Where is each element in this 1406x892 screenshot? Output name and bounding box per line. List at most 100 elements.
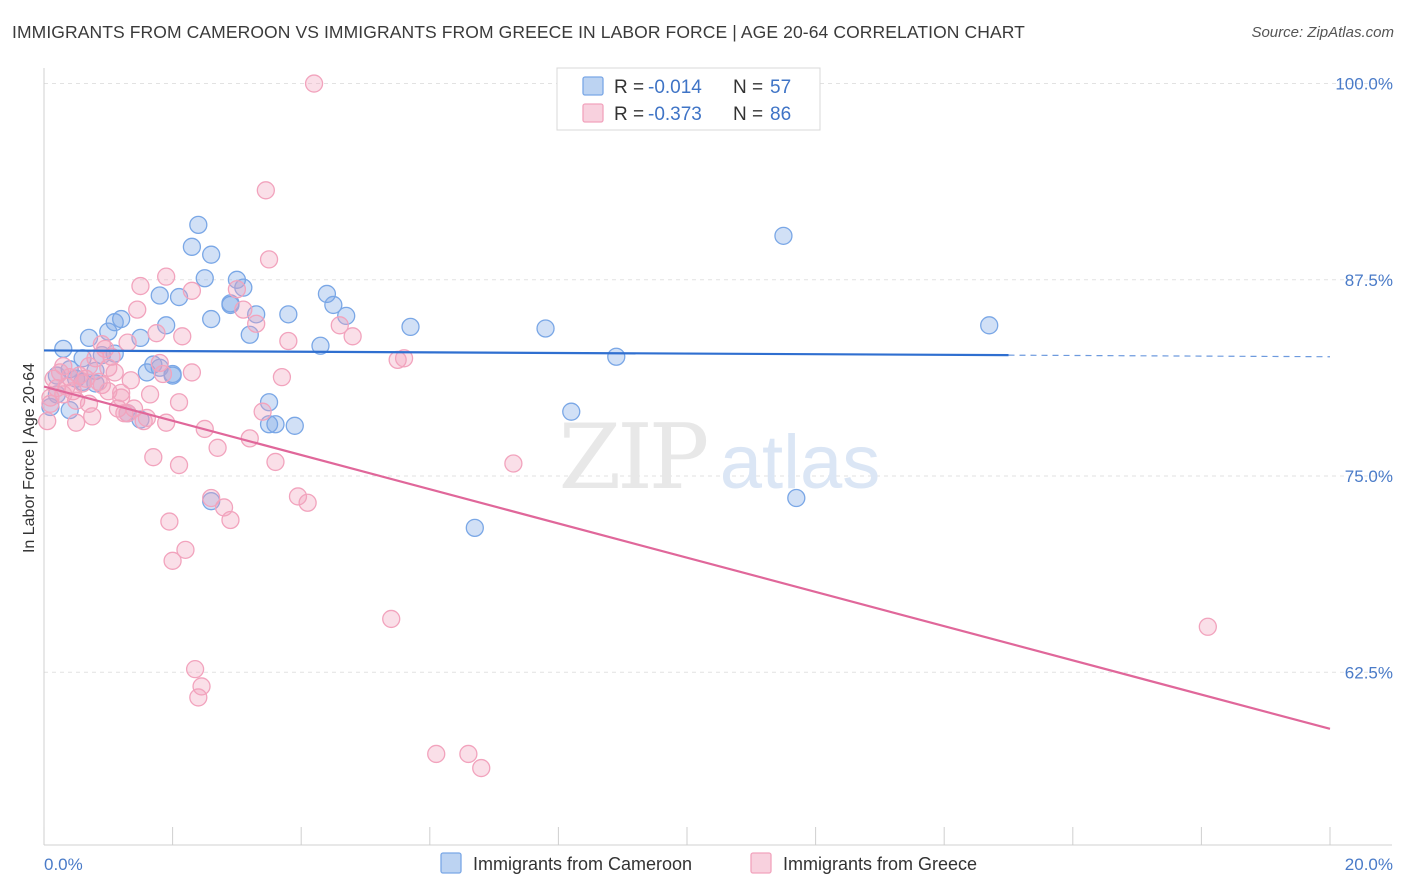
point-greece-62 <box>279 331 298 351</box>
watermark: ZIP atlas <box>559 405 881 510</box>
point-greece-54 <box>234 300 253 319</box>
point-greece-44 <box>182 363 202 382</box>
point-greece-27 <box>121 371 140 390</box>
point-greece-33 <box>140 385 160 404</box>
point-greece-84 <box>112 383 131 402</box>
point-greece-74 <box>504 454 523 473</box>
point-greece-35 <box>147 324 166 343</box>
point-greece-40 <box>163 551 182 570</box>
point-greece-42 <box>173 327 192 346</box>
point-greece-73 <box>472 758 491 778</box>
legend-n-value-cameroon: 57 <box>770 77 791 98</box>
point-cameroon-17 <box>150 286 169 305</box>
bottom-legend: Immigrants from Cameroon Immigrants from… <box>440 852 977 874</box>
point-cameroon-23 <box>189 215 208 235</box>
grid-lines <box>44 83 1392 673</box>
point-greece-34 <box>144 448 163 467</box>
point-cameroon-48 <box>774 226 793 245</box>
point-greece-53 <box>227 280 247 299</box>
point-cameroon-40 <box>317 284 337 304</box>
point-greece-15 <box>83 407 102 426</box>
point-cameroon-2 <box>54 339 73 359</box>
point-cameroon-44 <box>465 518 484 538</box>
legend-n-label-cameroon: N = <box>733 77 763 98</box>
point-greece-80 <box>79 356 99 376</box>
point-greece-41 <box>169 455 189 475</box>
y-tick-label-2: 75.0% <box>1345 467 1393 486</box>
point-cameroon-11 <box>112 309 131 329</box>
watermark-zip: ZIP <box>559 405 707 510</box>
y-tick-label-1: 87.5% <box>1345 271 1393 290</box>
point-greece-78 <box>67 413 86 432</box>
point-cameroon-50 <box>980 316 999 335</box>
legend-box: R = -0.014 N = 57 R = -0.373 N = 86 <box>556 67 821 131</box>
point-greece-49 <box>202 488 221 508</box>
point-greece-81 <box>54 356 73 376</box>
point-cameroon-35 <box>259 393 279 412</box>
point-cameroon-22 <box>182 237 202 256</box>
legend-swatch-cameroon <box>582 76 604 96</box>
legend-r-label-greece: R = <box>614 104 644 125</box>
point-cameroon-37 <box>279 305 298 324</box>
point-greece-52 <box>221 510 240 530</box>
point-cameroon-24 <box>195 269 214 288</box>
chart-title: IMMIGRANTS FROM CAMEROON VS IMMIGRANTS F… <box>12 22 1025 42</box>
y-tick-label-3: 62.5% <box>1345 663 1393 682</box>
point-greece-39 <box>160 512 179 531</box>
point-greece-83 <box>169 393 189 412</box>
point-cameroon-36 <box>266 415 285 434</box>
point-greece-59 <box>259 250 279 269</box>
point-greece-64 <box>298 493 317 512</box>
point-greece-65 <box>304 74 324 93</box>
point-greece-46 <box>189 688 208 707</box>
point-cameroon-47 <box>607 347 626 366</box>
y-tick-labels: 100.0% 87.5% 75.0% 62.5% <box>1335 75 1393 683</box>
point-greece-55 <box>240 429 259 448</box>
point-greece-77 <box>182 281 202 300</box>
point-greece-85 <box>92 375 112 395</box>
point-cameroon-31 <box>234 278 253 297</box>
x-tick-labels: 0.0% 20.0% <box>44 855 1393 874</box>
point-greece-37 <box>153 364 173 384</box>
point-greece-0 <box>38 411 57 431</box>
point-cameroon-27 <box>202 245 221 264</box>
point-cameroon-43 <box>401 317 420 337</box>
trend-line-greece <box>43 385 1331 730</box>
point-greece-63 <box>288 487 308 506</box>
axes <box>43 68 1392 846</box>
bottom-legend-swatch-greece <box>750 852 772 874</box>
bottom-legend-swatch-cameroon <box>440 852 462 874</box>
series-greece-points <box>38 74 1217 778</box>
legend-r-label-cameroon: R = <box>614 77 644 98</box>
trend-line-extension-cameroon <box>1008 354 1331 358</box>
trend-lines <box>43 349 1331 730</box>
point-greece-70 <box>394 349 414 368</box>
point-greece-1 <box>41 394 60 413</box>
point-cameroon-49 <box>787 488 806 508</box>
point-greece-66 <box>330 316 349 335</box>
point-cameroon-45 <box>536 319 555 338</box>
point-greece-57 <box>253 402 272 421</box>
point-greece-60 <box>266 452 285 472</box>
point-greece-58 <box>256 181 275 200</box>
point-greece-56 <box>247 314 266 333</box>
x-tick-label-1: 20.0% <box>1345 855 1393 874</box>
point-greece-61 <box>272 367 292 387</box>
point-greece-26 <box>118 333 137 352</box>
source-credit: Source: ZipAtlas.com <box>1251 24 1394 41</box>
point-greece-71 <box>427 744 446 764</box>
point-cameroon-32 <box>240 325 259 344</box>
point-greece-75 <box>1198 617 1217 636</box>
bottom-legend-label-greece: Immigrants from Greece <box>783 854 977 874</box>
trend-line-cameroon <box>43 349 1009 357</box>
y-tick-label-0: 100.0% <box>1335 75 1393 94</box>
point-greece-72 <box>459 744 478 764</box>
legend-n-value-greece: 86 <box>770 104 791 125</box>
point-cameroon-25 <box>202 309 221 329</box>
y-axis-title: In Labor Force | Age 20-64 <box>21 363 38 553</box>
x-tick-label-0: 0.0% <box>44 855 83 874</box>
point-greece-43 <box>176 540 195 559</box>
point-greece-30 <box>131 276 150 296</box>
point-greece-36 <box>150 353 169 373</box>
